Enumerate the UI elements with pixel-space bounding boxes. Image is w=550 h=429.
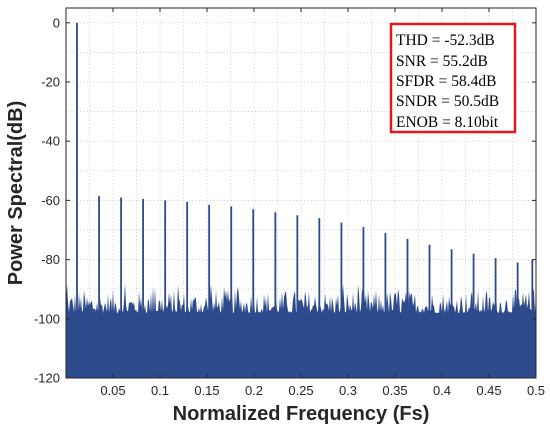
noise-floor [66,283,536,378]
x-tick-label: 0.35 [382,383,407,398]
x-tick-label: 0.25 [288,383,313,398]
metric-enob: ENOB = 8.10bit [396,114,499,131]
metric-sfdr: SFDR = 58.4dB [396,73,496,90]
x-tick-label: 0.1 [151,383,169,398]
metrics-box [389,22,517,134]
metric-snr: SNR = 55.2dB [396,53,488,70]
y-tick-label: 0 [53,15,60,30]
metric-sndr: SNDR = 50.5dB [396,93,499,110]
y-tick-label: -100 [34,311,60,326]
x-tick-label: 0.45 [476,383,501,398]
x-tick-label: 0.15 [194,383,219,398]
y-axis-label: Power Spectral(dB) [5,101,27,285]
metric-thd: THD = -52.3dB [396,32,495,49]
x-tick-label: 0.4 [433,383,451,398]
spectrum-bars [66,22,536,378]
metrics-annotation: THD = -52.3dB SNR = 55.2dB SFDR = 58.4dB… [389,22,517,134]
y-tick-label: -80 [41,252,60,267]
x-tick-label: 0.5 [527,383,545,398]
axis-ticks: 0.05 0.1 0.15 0.2 0.25 0.3 0.35 0.4 0.45 0.5 0 -20 -… [34,8,545,398]
y-tick-label: -40 [41,134,60,149]
x-tick-label: 0.05 [100,383,125,398]
x-axis-label: Normalized Frequency (Fs) [173,403,430,425]
x-tick-label: 0.3 [339,383,357,398]
y-tick-label: -120 [34,371,60,386]
x-tick-label: 0.2 [245,383,263,398]
y-tick-label: -20 [41,75,60,90]
y-tick-label: -60 [41,193,60,208]
